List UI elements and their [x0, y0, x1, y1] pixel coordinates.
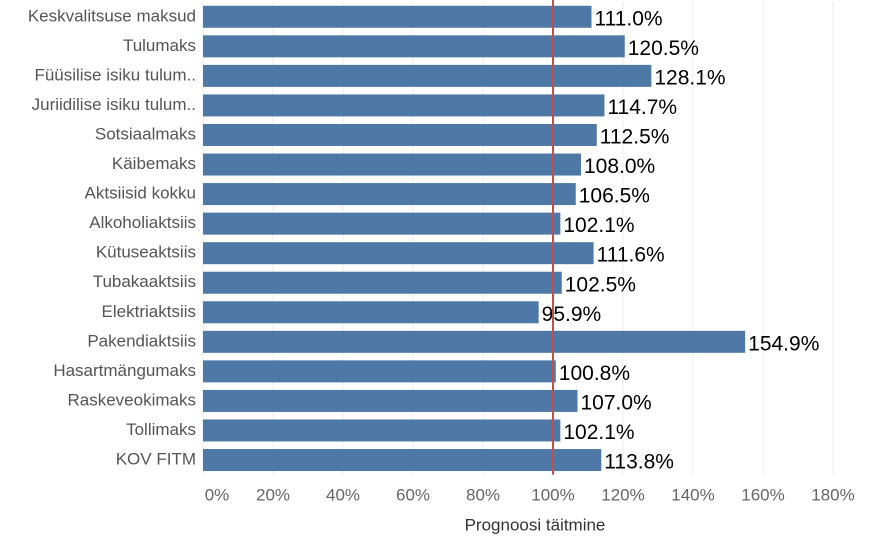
bar — [203, 301, 539, 324]
bar — [203, 94, 605, 117]
value-label: 111.0% — [595, 7, 663, 30]
category-label: Keskvalitsuse maksud — [28, 6, 196, 25]
category-label: KOV FITM — [116, 450, 196, 469]
value-label: 154.9% — [748, 332, 819, 355]
x-tick-label: 0% — [205, 485, 230, 504]
category-label: Hasartmängumaks — [53, 361, 196, 380]
bar — [203, 212, 561, 235]
category-label: Alkoholiaktsiis — [89, 213, 196, 232]
category-label: Kütuseaktsiis — [96, 243, 196, 262]
value-label: 95.9% — [542, 303, 602, 326]
bar — [203, 153, 581, 176]
value-label: 112.5% — [600, 126, 670, 149]
value-label: 106.5% — [579, 185, 650, 208]
x-tick-label: 100% — [531, 485, 574, 504]
value-label: 107.0% — [581, 391, 652, 414]
category-label: Raskeveokimaks — [68, 390, 197, 409]
bar — [203, 360, 556, 383]
x-tick-label: 80% — [466, 485, 500, 504]
value-label: 113.8% — [604, 451, 674, 474]
value-label: 108.0% — [584, 155, 655, 178]
category-label: Tubakaaktsiis — [93, 272, 196, 291]
category-label: Pakendiaktsiis — [87, 331, 196, 350]
bar — [203, 5, 592, 28]
bar — [203, 242, 594, 265]
category-label: Elektriaktsiis — [102, 302, 196, 321]
value-label: 128.1% — [654, 66, 725, 89]
bar — [203, 419, 561, 442]
bar — [203, 64, 652, 87]
bar — [203, 389, 578, 412]
category-label: Tulumaks — [123, 36, 196, 55]
bar — [203, 271, 562, 294]
category-label: Aktsiisid kokku — [85, 184, 196, 203]
x-tick-label: 140% — [671, 485, 714, 504]
x-tick-label: 60% — [396, 485, 430, 504]
value-label: 102.1% — [563, 421, 634, 444]
bar — [203, 35, 625, 58]
value-label: 100.8% — [559, 362, 630, 385]
x-tick-label: 20% — [256, 485, 290, 504]
x-tick-label: 160% — [741, 485, 784, 504]
value-label: 102.1% — [563, 214, 634, 237]
category-label: Käibemaks — [112, 154, 196, 173]
x-axis-title: Prognoosi täitmine — [465, 515, 606, 534]
category-label: Tollimaks — [126, 420, 196, 439]
x-tick-label: 40% — [326, 485, 360, 504]
x-tick-label: 120% — [601, 485, 644, 504]
category-label: Juriidilise isiku tulum.. — [32, 95, 196, 114]
value-label: 120.5% — [628, 37, 699, 60]
bar — [203, 183, 576, 206]
value-label: 114.7% — [607, 96, 677, 119]
value-label: 102.5% — [565, 273, 636, 296]
category-label: Füüsilise isiku tulum.. — [34, 65, 196, 84]
x-tick-label: 180% — [811, 485, 854, 504]
category-label: Sotsiaalmaks — [95, 124, 196, 143]
bar — [203, 123, 597, 146]
value-label: 111.6% — [597, 244, 665, 267]
bar — [203, 330, 746, 353]
bar — [203, 449, 602, 472]
